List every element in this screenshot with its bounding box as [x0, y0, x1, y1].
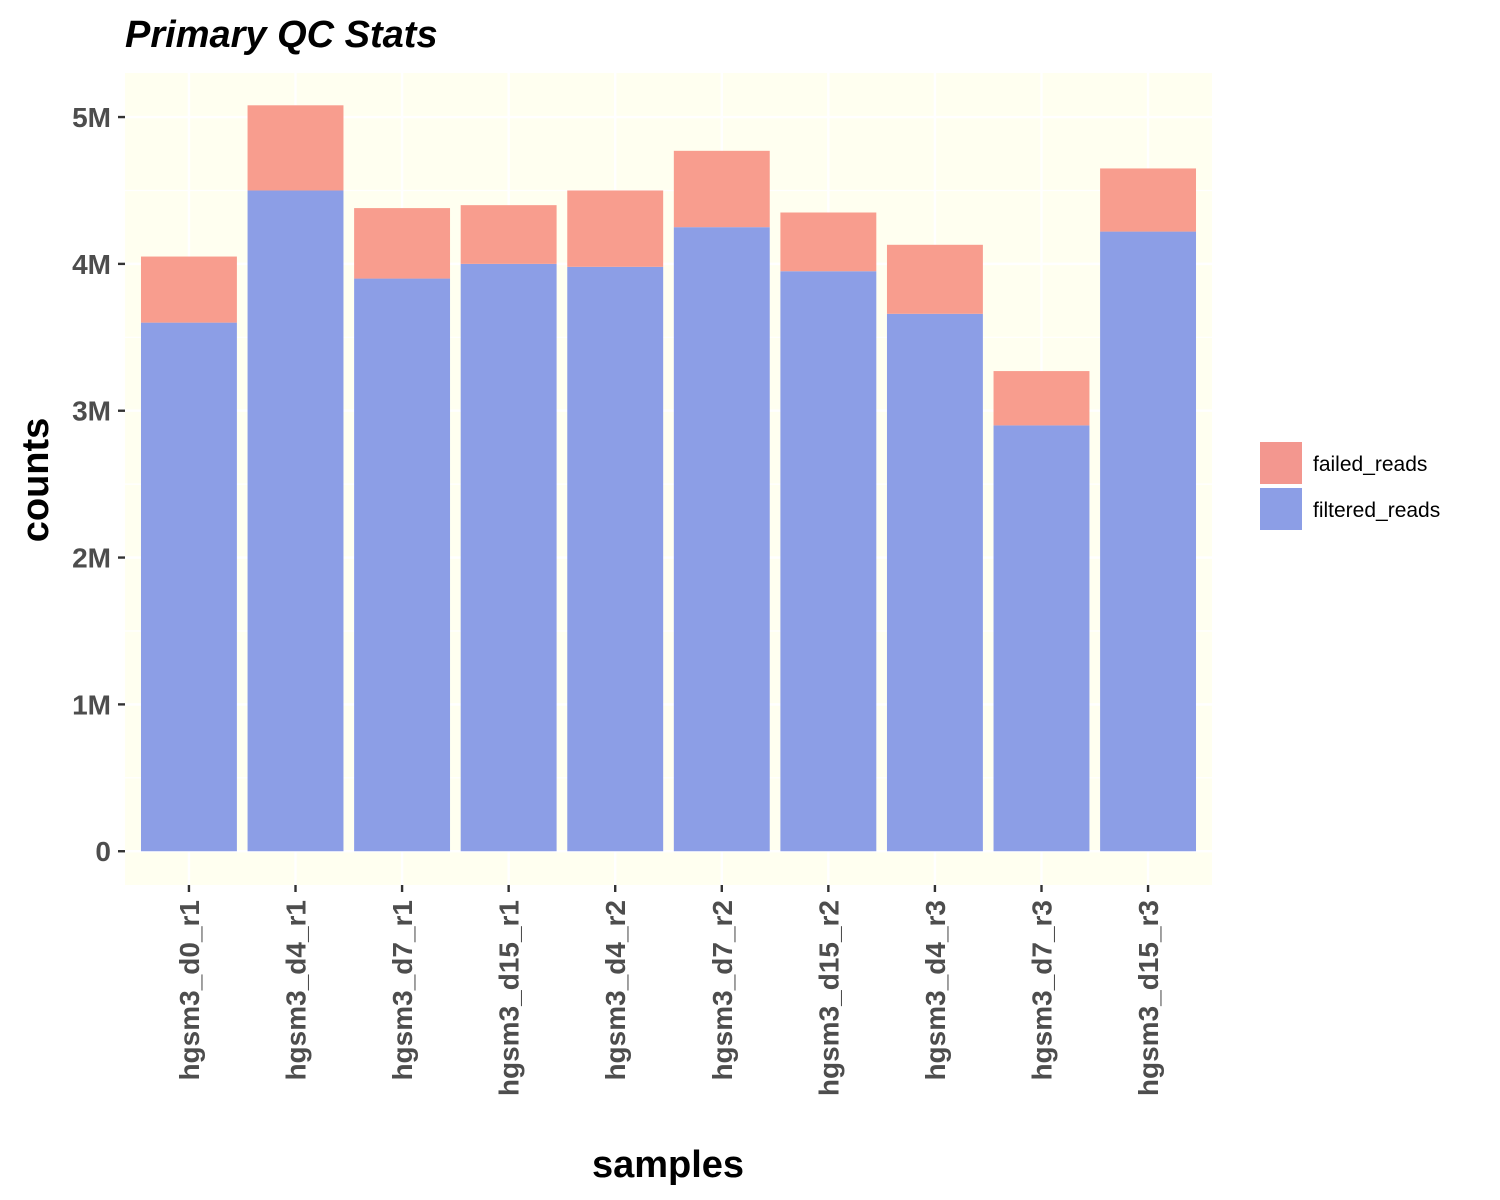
- x-tick-label: hgsm3_d4_r2: [600, 900, 631, 1081]
- legend-label-filtered-reads: filtered_reads: [1313, 499, 1440, 522]
- bar-failed-reads-hgsm3-d15-r2: [780, 212, 877, 272]
- bar-filtered-reads-hgsm3-d4-r3: [886, 313, 983, 852]
- chart-title: Primary QC Stats: [125, 14, 438, 56]
- bar-filtered-reads-hgsm3-d7-r2: [673, 227, 770, 852]
- legend-key-failed-reads: [1258, 440, 1304, 486]
- bar-failed-reads-hgsm3-d4-r1: [247, 105, 344, 191]
- bar-failed-reads-hgsm3-d7-r2: [673, 150, 770, 228]
- legend: failed_reads filtered_reads: [1258, 440, 1440, 532]
- bar-filtered-reads-hgsm3-d4-r2: [567, 266, 664, 852]
- bar-failed-reads-hgsm3-d7-r3: [993, 371, 1090, 426]
- bar-filtered-reads-hgsm3-d15-r3: [1100, 231, 1197, 852]
- bar-filtered-reads-hgsm3-d7-r3: [993, 425, 1090, 852]
- x-tick-label: hgsm3_d7_r1: [387, 900, 418, 1081]
- bar-filtered-reads-hgsm3-d0-r1: [140, 322, 237, 852]
- y-tick-label: 4M: [72, 249, 111, 280]
- bar-failed-reads-hgsm3-d4-r2: [567, 190, 664, 267]
- x-tick-label: hgsm3_d7_r3: [1026, 900, 1057, 1081]
- y-tick-label: 3M: [72, 396, 111, 427]
- legend-label-failed-reads: failed_reads: [1313, 453, 1427, 476]
- y-tick-label: 0: [95, 836, 111, 867]
- bar-failed-reads-hgsm3-d15-r1: [460, 205, 557, 264]
- y-tick-label: 5M: [72, 102, 111, 133]
- bars: [140, 105, 1197, 852]
- legend-key-filtered-reads: [1258, 486, 1304, 532]
- bar-filtered-reads-hgsm3-d15-r2: [780, 271, 877, 852]
- x-tick-label: hgsm3_d15_r2: [813, 900, 844, 1096]
- x-axis: hgsm3_d0_r1 hgsm3_d4_r1 hgsm3_d7_r1 hgsm3_d…: [174, 885, 1164, 1096]
- x-tick-label: hgsm3_d4_r1: [281, 900, 312, 1081]
- x-tick-label: hgsm3_d7_r2: [707, 900, 738, 1081]
- bar-failed-reads-hgsm3-d15-r3: [1100, 168, 1197, 232]
- x-tick-label: hgsm3_d4_r3: [920, 900, 951, 1081]
- bar-failed-reads-hgsm3-d4-r3: [886, 244, 983, 314]
- bar-failed-reads-hgsm3-d7-r1: [354, 208, 451, 279]
- bar-failed-reads-hgsm3-d0-r1: [140, 256, 237, 323]
- x-axis-title: samples: [592, 1144, 744, 1186]
- y-axis: 0 1M 2M 3M 4M 5M: [72, 102, 125, 867]
- bar-filtered-reads-hgsm3-d15-r1: [460, 263, 557, 852]
- y-axis-title: counts: [15, 418, 57, 543]
- x-tick-label: hgsm3_d0_r1: [174, 900, 205, 1081]
- y-tick-label: 1M: [72, 689, 111, 720]
- x-tick-label: hgsm3_d15_r3: [1133, 900, 1164, 1096]
- bar-filtered-reads-hgsm3-d4-r1: [247, 190, 344, 852]
- x-tick-label: hgsm3_d15_r1: [494, 900, 525, 1096]
- bar-filtered-reads-hgsm3-d7-r1: [354, 278, 451, 852]
- y-tick-label: 2M: [72, 543, 111, 574]
